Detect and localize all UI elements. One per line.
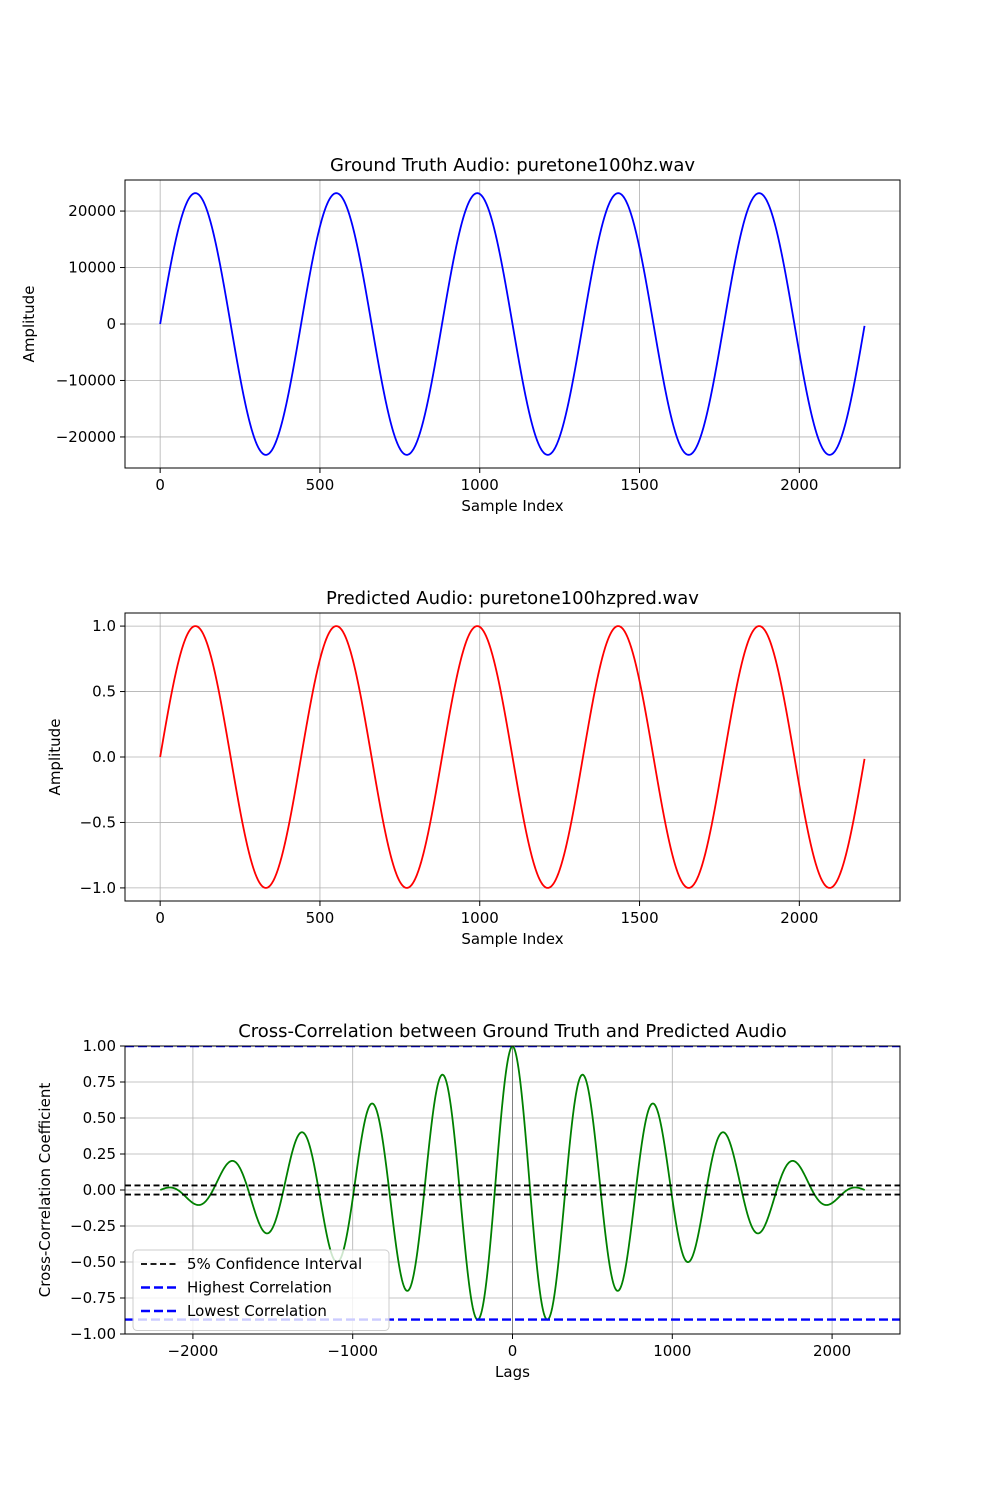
- y-tick-label: −0.75: [70, 1289, 116, 1307]
- chart-title: Cross-Correlation between Ground Truth a…: [238, 1021, 787, 1042]
- y-axis-label: Amplitude: [20, 286, 38, 363]
- y-tick-label: −0.25: [70, 1217, 116, 1235]
- x-axis-label: Sample Index: [461, 497, 563, 515]
- x-tick-label: 0: [155, 476, 165, 494]
- x-tick-label: 0: [508, 1342, 518, 1360]
- chart-title: Predicted Audio: puretone100hzpred.wav: [326, 588, 699, 609]
- legend-label: 5% Confidence Interval: [187, 1255, 362, 1273]
- y-tick-label: 0: [106, 315, 116, 333]
- y-tick-label: 0.0: [92, 748, 116, 766]
- chart-title: Ground Truth Audio: puretone100hz.wav: [330, 155, 695, 176]
- x-tick-label: 1500: [620, 909, 658, 927]
- x-tick-label: 2000: [780, 909, 818, 927]
- cross-correlation-chart: −2000 −1000 0 1000 2000 −1.00 −0.75 −0.50 −0.25 0…: [36, 1021, 900, 1381]
- y-tick-label: −20000: [56, 428, 116, 446]
- y-tick-label: 1.00: [83, 1037, 116, 1055]
- y-tick-label: 0.25: [83, 1145, 116, 1163]
- x-tick-label: −1000: [327, 1342, 378, 1360]
- x-tick-label: 1000: [461, 476, 499, 494]
- x-tick-label: 1000: [461, 909, 499, 927]
- x-axis-label: Lags: [495, 1363, 530, 1381]
- y-tick-label: 1.0: [92, 617, 116, 635]
- predicted-chart: 0 500 1000 1500 2000 −1.0 −0.5 0.0 0.5 1.0 Predict…: [46, 588, 900, 948]
- y-tick-label: −10000: [56, 371, 116, 389]
- y-tick-label: 0.50: [83, 1109, 116, 1127]
- x-tick-label: 500: [306, 909, 335, 927]
- x-tick-label: −2000: [168, 1342, 219, 1360]
- y-tick-label: 10000: [68, 259, 116, 277]
- y-tick-label: 0.5: [92, 683, 116, 701]
- ground-truth-chart: 0 500 1000 1500 2000 −20000 −10000 0 10000 20000 G…: [20, 155, 900, 515]
- y-axis-label: Amplitude: [46, 719, 64, 796]
- y-tick-label: 0.00: [83, 1181, 116, 1199]
- y-tick-label: −1.00: [70, 1325, 116, 1343]
- y-tick-label: −0.50: [70, 1253, 116, 1271]
- y-axis-label: Cross-Correlation Coefficient: [36, 1083, 54, 1298]
- x-axis-label: Sample Index: [461, 930, 563, 948]
- x-tick-label: 2000: [780, 476, 818, 494]
- x-tick-label: 0: [155, 909, 165, 927]
- legend-label: Highest Correlation: [187, 1279, 332, 1297]
- y-tick-label: −1.0: [80, 879, 116, 897]
- x-tick-label: 1500: [620, 476, 658, 494]
- legend-label: Lowest Correlation: [187, 1302, 327, 1320]
- x-tick-label: 1000: [653, 1342, 691, 1360]
- y-tick-label: 20000: [68, 202, 116, 220]
- x-tick-label: 500: [306, 476, 335, 494]
- y-tick-label: 0.75: [83, 1073, 116, 1091]
- x-tick-label: 2000: [813, 1342, 851, 1360]
- y-tick-label: −0.5: [80, 813, 116, 831]
